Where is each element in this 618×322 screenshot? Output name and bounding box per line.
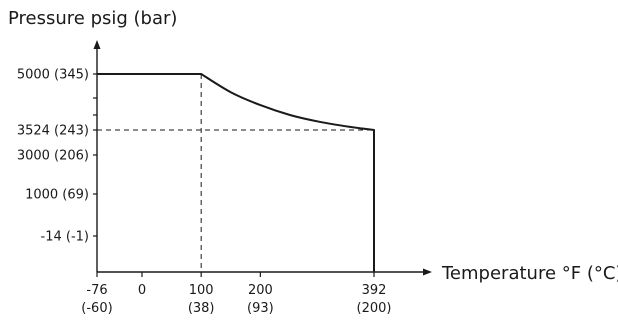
x-axis-title: Temperature °F (°C) <box>441 263 618 284</box>
x-tick-sublabel: (-60) <box>81 301 112 316</box>
x-tick-label: 200 <box>248 283 273 298</box>
y-tick-label: 5000 (345) <box>17 68 89 83</box>
y-tick-label: 3524 (243) <box>17 124 89 139</box>
series-line <box>97 73 375 272</box>
reference-lines <box>97 74 374 272</box>
y-tick-label: 3000 (206) <box>17 149 89 164</box>
y-axis-arrow <box>93 40 101 49</box>
x-tick-sublabel: (200) <box>357 301 392 316</box>
x-ticks: -76 (-60) 0 100 (38) 200 (93) 392 (200) <box>81 272 391 316</box>
x-tick-label: 392 <box>362 283 387 298</box>
y-ticks: 5000 (345) 3524 (243) 3000 (206) 1000 (69) -… <box>17 68 97 245</box>
x-axis-arrow <box>423 268 432 276</box>
y-tick-label: 1000 (69) <box>25 188 89 203</box>
x-tick-label: -76 <box>86 283 107 298</box>
y-tick-label: -14 (-1) <box>41 230 89 245</box>
x-tick-sublabel: (93) <box>247 301 274 316</box>
x-tick-label: 100 <box>189 283 214 298</box>
y-axis-title: Pressure psig (bar) <box>8 8 177 29</box>
axes <box>93 40 432 276</box>
x-tick-label: 0 <box>138 283 146 298</box>
x-tick-sublabel: (38) <box>188 301 215 316</box>
series-group <box>97 73 375 272</box>
